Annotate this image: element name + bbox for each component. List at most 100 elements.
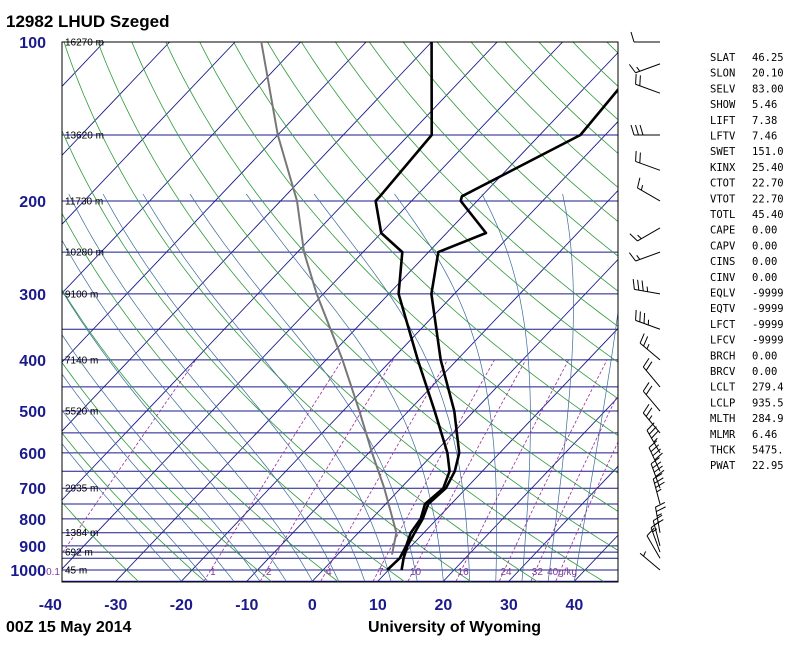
isotherm <box>0 42 497 582</box>
index-value: 279.4 <box>752 382 784 394</box>
index-name: CAPV <box>710 240 736 252</box>
index-name: LFTV <box>710 131 736 143</box>
height-label: 7140 m <box>65 355 98 366</box>
temperature-tick-label: 40 <box>565 597 583 614</box>
mixing-ratio-label: 0.1 <box>46 567 60 578</box>
index-value: 25.40 <box>752 162 784 174</box>
index-name: LFCT <box>710 319 736 331</box>
temperature-tick-label: -30 <box>104 597 127 614</box>
pressure-tick-label: 1000 <box>10 563 46 580</box>
wind-barb <box>636 310 660 329</box>
index-value: 0.00 <box>752 240 777 252</box>
mixing-ratio-line <box>204 360 342 581</box>
index-value: 0.00 <box>752 256 777 268</box>
plot-frame <box>62 42 618 582</box>
index-name: LCLT <box>710 382 736 394</box>
chart-title: 12982 LHUD Szeged <box>6 12 169 31</box>
index-name: SLON <box>710 68 735 80</box>
dry-adiabat <box>0 42 405 582</box>
mixing-ratio-label: 1 <box>210 567 216 578</box>
index-value: 46.25 <box>752 52 784 64</box>
isotherm <box>0 42 104 582</box>
wind-barb <box>629 64 660 73</box>
index-value: 22.70 <box>752 178 784 190</box>
index-value: 935.5 <box>752 397 784 409</box>
temperature-tick-label: 0 <box>308 597 317 614</box>
pressure-tick-label: 600 <box>19 446 46 463</box>
pressure-tick-label: 500 <box>19 404 46 421</box>
data-source: University of Wyoming <box>368 619 541 636</box>
index-value: 20.10 <box>752 68 784 80</box>
wind-barb <box>629 252 660 261</box>
wind-barb <box>630 228 660 241</box>
height-label: 10280 m <box>65 248 104 259</box>
mixing-ratio-line <box>531 360 635 581</box>
temperature-tick-label: -20 <box>170 597 193 614</box>
chart-grid <box>0 42 800 582</box>
temperature-tick-label: 30 <box>500 597 518 614</box>
index-name: THCK <box>710 445 736 457</box>
wind-barb <box>647 528 660 558</box>
index-value: 0.00 <box>752 272 777 284</box>
index-value: -9999 <box>752 288 784 300</box>
index-value: 45.40 <box>752 209 784 221</box>
index-value: 0.00 <box>752 366 777 378</box>
wind-barb <box>640 334 660 360</box>
mixing-ratio-label: 40g/kg <box>547 567 577 578</box>
wind-barb <box>633 279 660 294</box>
index-value: -9999 <box>752 303 784 315</box>
index-name: EQTV <box>710 303 736 315</box>
dry-adiabat <box>0 42 272 582</box>
dry-adiabat <box>0 42 139 582</box>
wind-barb <box>631 125 660 135</box>
height-label: 2935 m <box>65 484 98 495</box>
index-name: CINS <box>710 256 735 268</box>
isotherm <box>0 42 301 582</box>
wind-barb <box>631 32 660 42</box>
pressure-tick-label: 900 <box>19 539 46 556</box>
height-label: 45 m <box>65 566 87 577</box>
index-value: 22.95 <box>752 460 784 472</box>
height-label: 692 m <box>65 548 93 559</box>
index-name: CTOT <box>710 178 736 190</box>
index-value: 284.9 <box>752 413 784 425</box>
index-name: SWET <box>710 146 736 158</box>
height-label: 13620 m <box>65 130 104 141</box>
index-name: BRCV <box>710 366 736 378</box>
mixing-ratio-label: 4 <box>326 567 332 578</box>
index-name: MLMR <box>710 429 736 441</box>
wind-barb <box>636 151 660 170</box>
index-value: 5475. <box>752 445 784 457</box>
temperature-tick-label: 20 <box>434 597 452 614</box>
dry-adiabat <box>437 42 800 582</box>
wind-barb <box>643 358 660 387</box>
pressure-tick-label: 300 <box>19 287 46 304</box>
temperature-tick-label: -40 <box>39 597 62 614</box>
mixing-ratio-label: 10 <box>410 567 422 578</box>
index-name: SHOW <box>710 99 736 111</box>
wind-barb <box>636 74 660 93</box>
mixing-ratio-line <box>499 360 607 581</box>
dry-adiabat <box>98 42 605 582</box>
index-value: 5.46 <box>752 99 777 111</box>
index-value: 22.70 <box>752 193 784 205</box>
wind-barb <box>653 473 664 504</box>
index-value: 151.0 <box>752 146 784 158</box>
dry-adiabat <box>0 42 339 582</box>
isotherm <box>0 42 39 582</box>
temperature-tick-label: 10 <box>369 597 387 614</box>
isotherm <box>377 42 800 582</box>
mixing-ratio-label: 32 <box>532 567 544 578</box>
index-name: TOTL <box>710 209 735 221</box>
index-name: LIFT <box>710 115 736 127</box>
isotherm <box>0 42 235 582</box>
index-value: 6.46 <box>752 429 777 441</box>
index-value: -9999 <box>752 319 784 331</box>
height-label: 9100 m <box>65 289 98 300</box>
index-name: SELV <box>710 83 736 95</box>
parcel-trace <box>261 42 396 555</box>
